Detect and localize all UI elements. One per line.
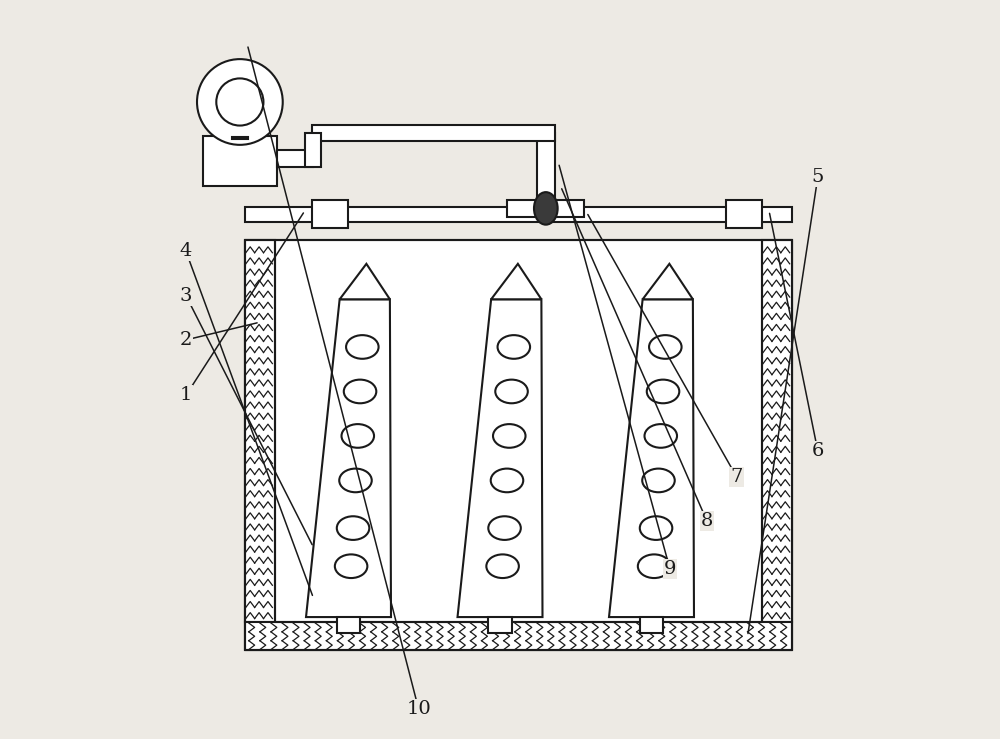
Polygon shape xyxy=(203,136,277,186)
Text: 10: 10 xyxy=(406,701,431,718)
Polygon shape xyxy=(762,240,792,622)
Polygon shape xyxy=(245,240,792,650)
Ellipse shape xyxy=(337,517,369,540)
Ellipse shape xyxy=(339,469,372,492)
Polygon shape xyxy=(245,240,275,622)
Ellipse shape xyxy=(640,517,672,540)
Polygon shape xyxy=(232,137,248,139)
Ellipse shape xyxy=(335,554,367,578)
Text: 5: 5 xyxy=(812,168,824,186)
Ellipse shape xyxy=(491,469,523,492)
Text: 8: 8 xyxy=(701,512,713,530)
Polygon shape xyxy=(245,622,792,650)
Polygon shape xyxy=(491,264,541,299)
Ellipse shape xyxy=(342,424,374,448)
Polygon shape xyxy=(507,200,584,217)
Ellipse shape xyxy=(197,59,283,145)
Polygon shape xyxy=(312,125,555,141)
Ellipse shape xyxy=(645,424,677,448)
Text: 3: 3 xyxy=(180,287,192,304)
Ellipse shape xyxy=(647,380,679,403)
Ellipse shape xyxy=(638,554,670,578)
Polygon shape xyxy=(340,264,390,299)
Polygon shape xyxy=(609,299,694,617)
Polygon shape xyxy=(312,200,348,228)
Ellipse shape xyxy=(498,336,530,359)
Ellipse shape xyxy=(493,424,526,448)
Polygon shape xyxy=(337,617,360,633)
Ellipse shape xyxy=(216,78,263,126)
Polygon shape xyxy=(488,617,512,633)
Polygon shape xyxy=(458,299,542,617)
Text: 6: 6 xyxy=(812,442,824,460)
Ellipse shape xyxy=(534,192,558,225)
Polygon shape xyxy=(726,200,762,228)
Polygon shape xyxy=(643,264,693,299)
Ellipse shape xyxy=(649,336,682,359)
Polygon shape xyxy=(305,133,321,167)
Text: 9: 9 xyxy=(664,560,676,578)
Text: 7: 7 xyxy=(730,468,743,486)
Polygon shape xyxy=(306,299,391,617)
Polygon shape xyxy=(537,133,555,208)
Polygon shape xyxy=(640,617,663,633)
Text: 2: 2 xyxy=(180,331,192,349)
Text: 4: 4 xyxy=(180,242,192,260)
Ellipse shape xyxy=(495,380,528,403)
Ellipse shape xyxy=(486,554,519,578)
Ellipse shape xyxy=(642,469,675,492)
Polygon shape xyxy=(277,151,313,167)
Text: 1: 1 xyxy=(180,386,192,404)
Polygon shape xyxy=(245,207,792,222)
Ellipse shape xyxy=(488,517,521,540)
Ellipse shape xyxy=(344,380,376,403)
Ellipse shape xyxy=(346,336,379,359)
